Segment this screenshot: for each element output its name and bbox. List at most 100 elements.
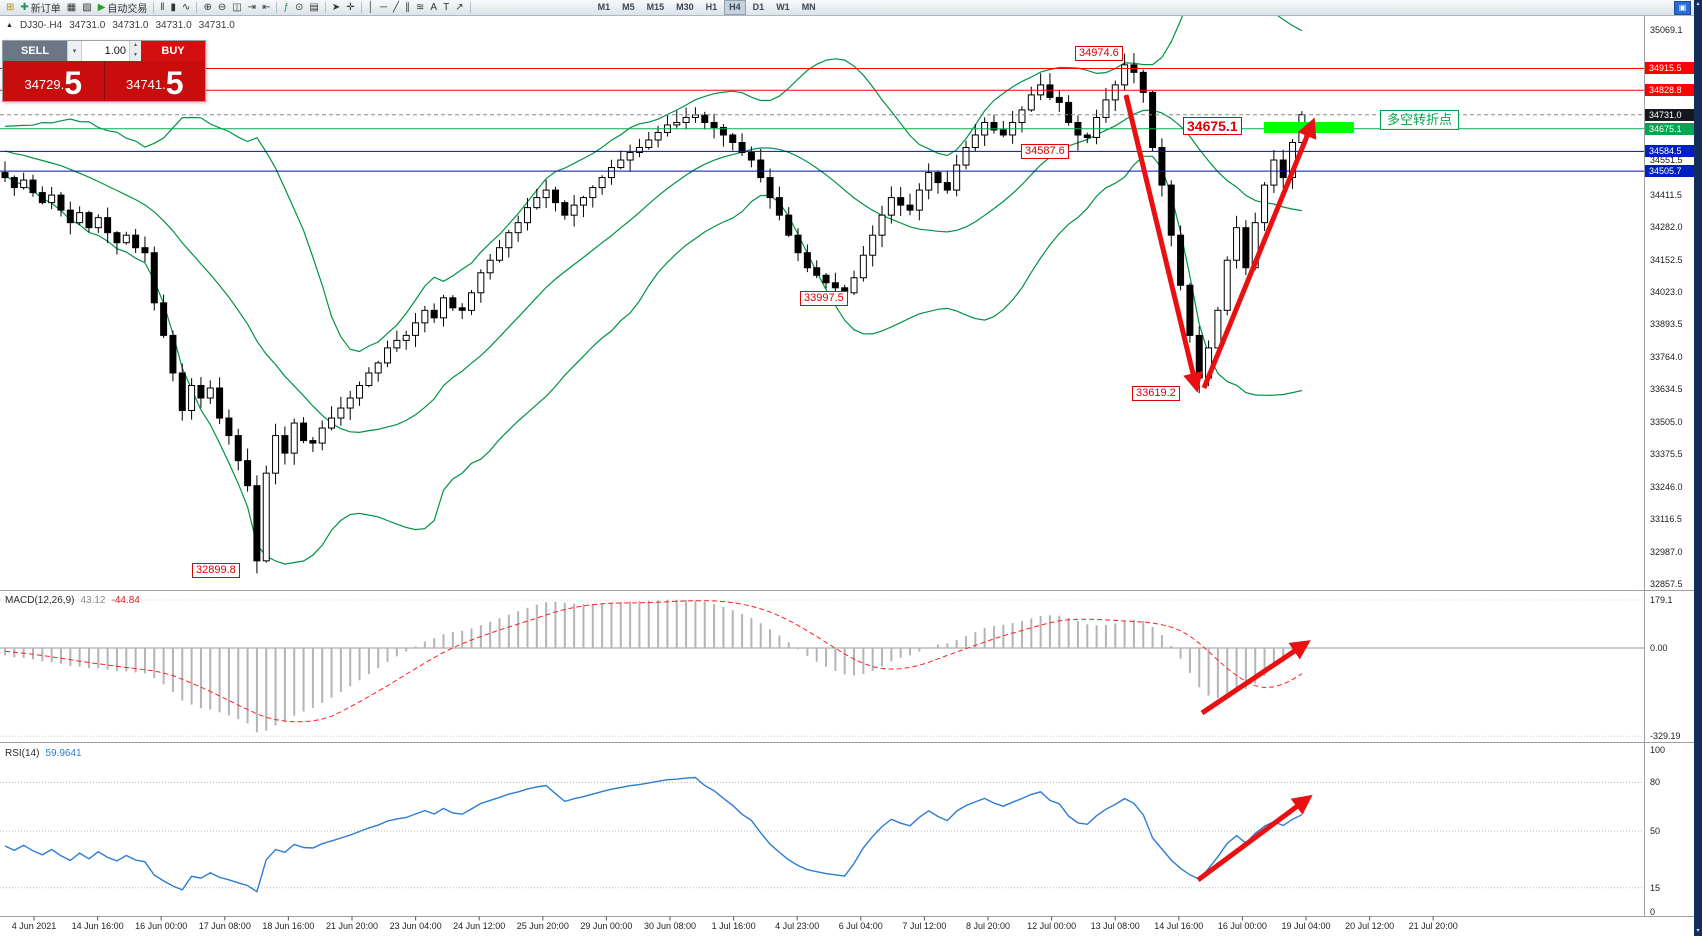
price-axis-tag: 34915.5 bbox=[1645, 62, 1694, 75]
open-chart-icon[interactable]: ▦ bbox=[64, 1, 79, 15]
macd-title: MACD(12,26,9) bbox=[5, 595, 75, 606]
bars-chart-icon: ǁ bbox=[160, 1, 165, 13]
time-axis-label: 7 Jul 12:00 bbox=[902, 921, 947, 931]
new-chart-icon: ⊞ bbox=[6, 1, 15, 13]
ohlc-open: 34731.0 bbox=[69, 20, 106, 31]
toolbar-item-group: ⊞ ✚ 新订单 ▦ ▧ ▶ 自动交易 ǁ ▮ ∿ ⊕ ⊖ ◫ ⇥ ⇤ ƒ ⊙ ▤ ➤ ✛ │ ─ ╱ ∥ ≋ A T ↗ bbox=[3, 1, 474, 15]
time-axis-label: 12 Jul 00:00 bbox=[1027, 921, 1077, 931]
tf-button-m15[interactable]: M15 bbox=[646, 2, 665, 12]
chart-shift-icon: ⇤ bbox=[262, 1, 271, 13]
horizontal-line-icon: ─ bbox=[379, 1, 387, 13]
periods-icon[interactable]: ⊙ bbox=[292, 1, 306, 15]
sell-price-main: 34729. bbox=[24, 77, 65, 92]
vertical-line-icon[interactable]: │ bbox=[365, 1, 377, 15]
macd-arrow bbox=[1200, 640, 1311, 716]
price-axis[interactable]: 35069.1 34551.5 34411.5 34282.0 34152.5 34023… bbox=[1645, 16, 1694, 920]
macd-header: MACD(12,26,9) 43.12 -44.84 bbox=[5, 595, 140, 606]
line-chart-icon[interactable]: ∿ bbox=[179, 1, 193, 15]
arrows-icon: ↗ bbox=[455, 1, 464, 13]
rsi-header: RSI(14) 59.9641 bbox=[5, 748, 82, 759]
new-order-button[interactable]: ✚ 新订单 bbox=[17, 1, 63, 16]
candlestick-chart-icon[interactable]: ▮ bbox=[168, 1, 180, 15]
text-icon: A bbox=[430, 1, 438, 13]
time-axis-label: 17 Jun 08:00 bbox=[198, 921, 251, 931]
lot-spinner-up-icon[interactable]: ▴ bbox=[130, 41, 141, 51]
macd-main-value: 43.12 bbox=[80, 595, 106, 606]
price-axis-tick: 34551.5 bbox=[1650, 154, 1683, 165]
cursor-icon[interactable]: ➤ bbox=[329, 1, 343, 15]
rsi-axis-label: 100 bbox=[1650, 745, 1666, 755]
lot-size-value[interactable]: 1.00 bbox=[104, 45, 126, 57]
rsi-axis-label: 80 bbox=[1650, 777, 1661, 788]
sell-button[interactable]: SELL bbox=[3, 41, 67, 61]
tf-button-h4[interactable]: H4 bbox=[724, 0, 746, 15]
zoom-out-icon[interactable]: ⊖ bbox=[215, 1, 229, 15]
time-axis-label: 24 Jun 12:00 bbox=[453, 921, 506, 931]
time-axis-label: 16 Jul 00:00 bbox=[1217, 921, 1267, 931]
vertical-line-icon: │ bbox=[367, 1, 374, 13]
window-button[interactable]: ▣ bbox=[1674, 0, 1691, 15]
tf-button-m30[interactable]: M30 bbox=[676, 2, 694, 12]
indicators-icon: ƒ bbox=[283, 1, 290, 13]
price-axis-tick: 33505.0 bbox=[1650, 416, 1683, 427]
trendline-icon[interactable]: ╱ bbox=[390, 1, 402, 15]
price-axis-tag: 34584.5 bbox=[1645, 145, 1694, 158]
toolbar-separator bbox=[153, 2, 155, 13]
templates-icon[interactable]: ▤ bbox=[306, 1, 321, 15]
bars-chart-icon[interactable]: ǁ bbox=[157, 1, 167, 15]
buy-price-button[interactable]: 34741. 5 bbox=[104, 61, 205, 101]
sell-price-big-digit: 5 bbox=[64, 65, 83, 101]
one-click-trading-panel: SELL ▾ 1.00 ▴ ▾ BUY 34729. 5 34741. 5 bbox=[2, 40, 206, 102]
auto-scroll-icon[interactable]: ⇥ bbox=[245, 1, 259, 15]
tf-button-h1[interactable]: H1 bbox=[705, 2, 718, 12]
tf-button-mn[interactable]: MN bbox=[801, 2, 816, 12]
zoom-in-icon[interactable]: ⊕ bbox=[200, 1, 214, 15]
price-axis-tick: 34023.0 bbox=[1650, 287, 1683, 298]
horizontal-line-icon[interactable]: ─ bbox=[377, 1, 390, 15]
sell-price-button[interactable]: 34729. 5 bbox=[3, 61, 105, 101]
price-axis-tick: 33764.0 bbox=[1650, 351, 1683, 362]
right-scrollbar[interactable]: ▴ ▾ bbox=[1694, 0, 1702, 936]
macd-axis-label: 0.00 bbox=[1650, 643, 1668, 653]
autotrade-button[interactable]: ▶ 自动交易 bbox=[95, 1, 151, 16]
time-axis-label: 16 Jun 00:00 bbox=[135, 921, 188, 931]
profiles-icon[interactable]: ▧ bbox=[79, 1, 94, 15]
fibonacci-icon[interactable]: ≋ bbox=[413, 1, 427, 15]
tf-button-m1[interactable]: M1 bbox=[597, 2, 611, 12]
time-axis-label: 20 Jul 12:00 bbox=[1345, 921, 1395, 931]
buy-button[interactable]: BUY bbox=[141, 41, 205, 61]
lot-spinner-down-icon[interactable]: ▾ bbox=[130, 51, 141, 61]
lot-size-field[interactable]: 1.00 ▴ ▾ bbox=[82, 41, 141, 61]
label-icon[interactable]: T bbox=[440, 1, 452, 15]
cursor-icon: ➤ bbox=[331, 1, 341, 13]
tf-button-w1[interactable]: W1 bbox=[776, 2, 790, 12]
time-axis-label: 4 Jun 2021 bbox=[11, 921, 57, 931]
up-arrow bbox=[1201, 117, 1317, 389]
crosshair-icon[interactable]: ✛ bbox=[343, 1, 357, 15]
price-annotation-label: 34675.1 bbox=[1183, 116, 1242, 135]
arrows-icon[interactable]: ↗ bbox=[452, 1, 466, 15]
lot-dropdown-caret-icon[interactable]: ▾ bbox=[67, 41, 82, 61]
price-axis-tick: 34411.5 bbox=[1650, 189, 1682, 200]
lot-spinner[interactable]: ▴ ▾ bbox=[129, 41, 141, 61]
tf-button-m5[interactable]: M5 bbox=[622, 2, 635, 12]
scroll-down-icon[interactable]: ▾ bbox=[1696, 928, 1700, 934]
channel-icon[interactable]: ∥ bbox=[402, 1, 413, 15]
tile-windows-icon[interactable]: ◫ bbox=[229, 1, 244, 15]
time-axis-label: 14 Jun 16:00 bbox=[71, 921, 124, 931]
price-axis-tag: 34731.0 bbox=[1645, 108, 1694, 121]
tf-button-d1[interactable]: D1 bbox=[752, 2, 765, 12]
scroll-up-icon[interactable]: ▴ bbox=[1696, 1, 1700, 7]
time-axis-label: 6 Jul 04:00 bbox=[838, 921, 883, 931]
indicators-icon[interactable]: ƒ bbox=[280, 1, 292, 15]
chart-shift-icon[interactable]: ⇤ bbox=[259, 1, 273, 15]
new-chart-icon[interactable]: ⊞ bbox=[3, 1, 17, 15]
time-axis[interactable]: 4 Jun 2021 14 Jun 16:00 16 Jun 00:00 17 Jun… bbox=[0, 917, 1694, 936]
buy-price-big-digit: 5 bbox=[165, 65, 184, 101]
tile-windows-icon: ◫ bbox=[232, 1, 242, 13]
rsi-axis-label: 0 bbox=[1650, 907, 1656, 917]
text-icon[interactable]: A bbox=[427, 1, 440, 15]
toolbar-separator bbox=[360, 2, 362, 13]
macd-axis-label: 179.1 bbox=[1650, 595, 1673, 605]
